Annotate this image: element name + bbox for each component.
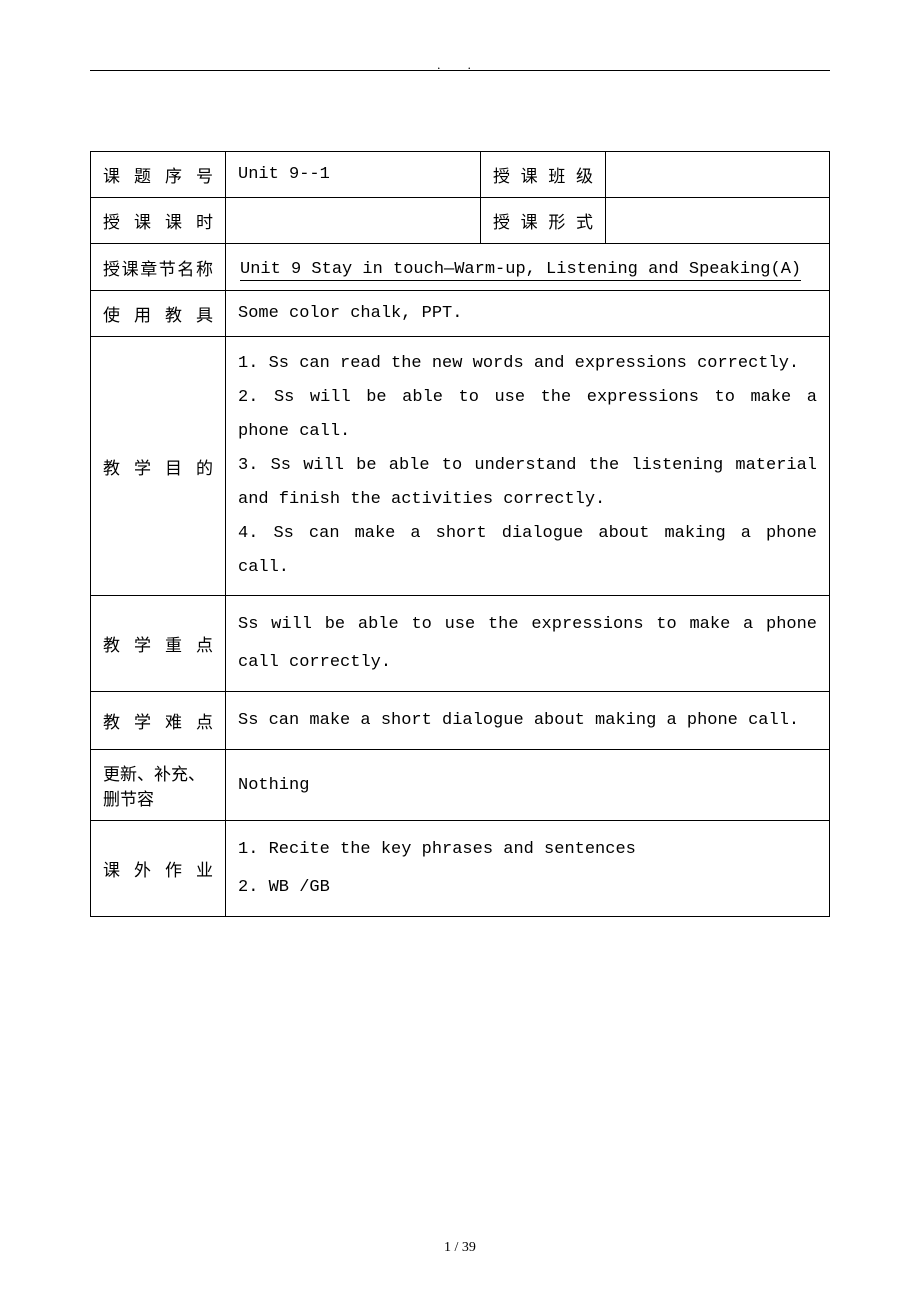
label-tools: 使用教具: [91, 291, 226, 337]
label-key-points: 教学重点: [91, 596, 226, 692]
label-chapter: 授课章节名称: [91, 244, 226, 291]
label-updates: 更新、补充、删节容: [91, 750, 226, 821]
document-page: . . 课题序号 Unit 9--1 授课班级 授课课时 授课形式 授课章节名称…: [0, 0, 920, 1302]
page-number: 1 / 39: [0, 1240, 920, 1256]
header-rule: . .: [90, 70, 830, 71]
label-hours: 授课课时: [91, 198, 226, 244]
label-class: 授课班级: [481, 152, 606, 198]
label-topic-number: 课题序号: [91, 152, 226, 198]
objective-item: 3. Ss will be able to understand the lis…: [238, 449, 817, 517]
value-hours: [226, 198, 481, 244]
homework-item: 2. WB /GB: [238, 869, 817, 906]
objective-item: 1. Ss can read the new words and express…: [238, 347, 817, 381]
homework-item: 1. Recite the key phrases and sentences: [238, 831, 817, 868]
label-form: 授课形式: [481, 198, 606, 244]
value-form: [606, 198, 830, 244]
value-key-points: Ss will be able to use the expressions t…: [226, 596, 830, 692]
label-objectives: 教学目的: [91, 337, 226, 596]
value-difficult-points: Ss can make a short dialogue about makin…: [226, 692, 830, 750]
value-chapter: Unit 9 Stay in touch—Warm-up, Listening …: [226, 244, 830, 291]
label-homework: 课外作业: [91, 821, 226, 917]
objective-item: 4. Ss can make a short dialogue about ma…: [238, 517, 817, 585]
table-row: 授课章节名称 Unit 9 Stay in touch—Warm-up, Lis…: [91, 244, 830, 291]
value-updates: Nothing: [226, 750, 830, 821]
value-class: [606, 152, 830, 198]
table-row: 教学难点 Ss can make a short dialogue about …: [91, 692, 830, 750]
table-row: 课外作业 1. Recite the key phrases and sente…: [91, 821, 830, 917]
value-homework: 1. Recite the key phrases and sentences …: [226, 821, 830, 917]
table-row: 教学目的 1. Ss can read the new words and ex…: [91, 337, 830, 596]
table-row: 课题序号 Unit 9--1 授课班级: [91, 152, 830, 198]
header-dots: . .: [437, 57, 483, 73]
table-row: 使用教具 Some color chalk, PPT.: [91, 291, 830, 337]
objective-item: 2. Ss will be able to use the expression…: [238, 381, 817, 449]
lesson-plan-table: 课题序号 Unit 9--1 授课班级 授课课时 授课形式 授课章节名称 Uni…: [90, 151, 830, 917]
label-difficult-points: 教学难点: [91, 692, 226, 750]
value-topic-number: Unit 9--1: [226, 152, 481, 198]
value-tools: Some color chalk, PPT.: [226, 291, 830, 337]
table-row: 更新、补充、删节容 Nothing: [91, 750, 830, 821]
table-row: 教学重点 Ss will be able to use the expressi…: [91, 596, 830, 692]
value-objectives: 1. Ss can read the new words and express…: [226, 337, 830, 596]
table-row: 授课课时 授课形式: [91, 198, 830, 244]
